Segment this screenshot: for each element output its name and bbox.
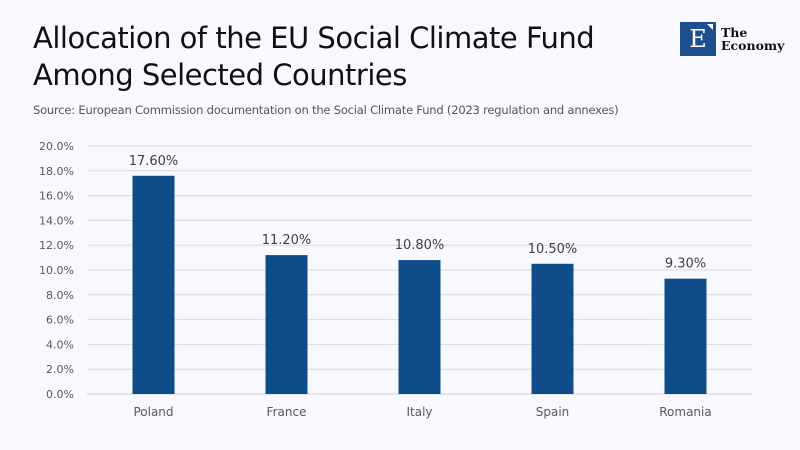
bar-france xyxy=(265,255,308,394)
chart-title: Allocation of the EU Social Climate Fund… xyxy=(33,20,595,94)
bar-romania xyxy=(664,278,707,394)
data-label: 10.50% xyxy=(528,242,578,257)
title-line-1: Allocation of the EU Social Climate Fund xyxy=(33,21,595,55)
y-tick-label: 10.0% xyxy=(39,264,74,277)
data-label: 17.60% xyxy=(129,154,179,169)
y-tick-label: 16.0% xyxy=(39,190,74,203)
x-category-label: Spain xyxy=(536,405,570,419)
y-tick-label: 8.0% xyxy=(46,289,74,302)
bar-poland xyxy=(132,175,175,394)
data-label: 11.20% xyxy=(262,233,312,248)
y-tick-label: 4.0% xyxy=(46,338,74,351)
logo-e-icon: E xyxy=(680,22,716,56)
the-economy-logo: E The Economy xyxy=(680,22,784,56)
y-tick-label: 20.0% xyxy=(39,140,74,153)
y-tick-label: 12.0% xyxy=(39,239,74,252)
x-category-label: Poland xyxy=(133,405,173,419)
y-tick-label: 14.0% xyxy=(39,214,74,227)
source-note: Source: European Commission documentatio… xyxy=(33,103,619,117)
y-tick-label: 0.0% xyxy=(46,388,74,401)
y-tick-label: 18.0% xyxy=(39,165,74,178)
bar-italy xyxy=(398,260,441,394)
logo-text: The Economy xyxy=(721,25,785,53)
data-label: 9.30% xyxy=(665,257,706,272)
data-label: 10.80% xyxy=(395,238,445,253)
x-category-label: France xyxy=(267,405,307,419)
y-tick-label: 2.0% xyxy=(46,363,74,376)
title-line-2: Among Selected Countries xyxy=(33,58,407,92)
x-category-label: Italy xyxy=(406,405,432,419)
bar-spain xyxy=(531,263,574,394)
x-category-label: Romania xyxy=(659,405,711,419)
y-tick-label: 6.0% xyxy=(46,314,74,327)
